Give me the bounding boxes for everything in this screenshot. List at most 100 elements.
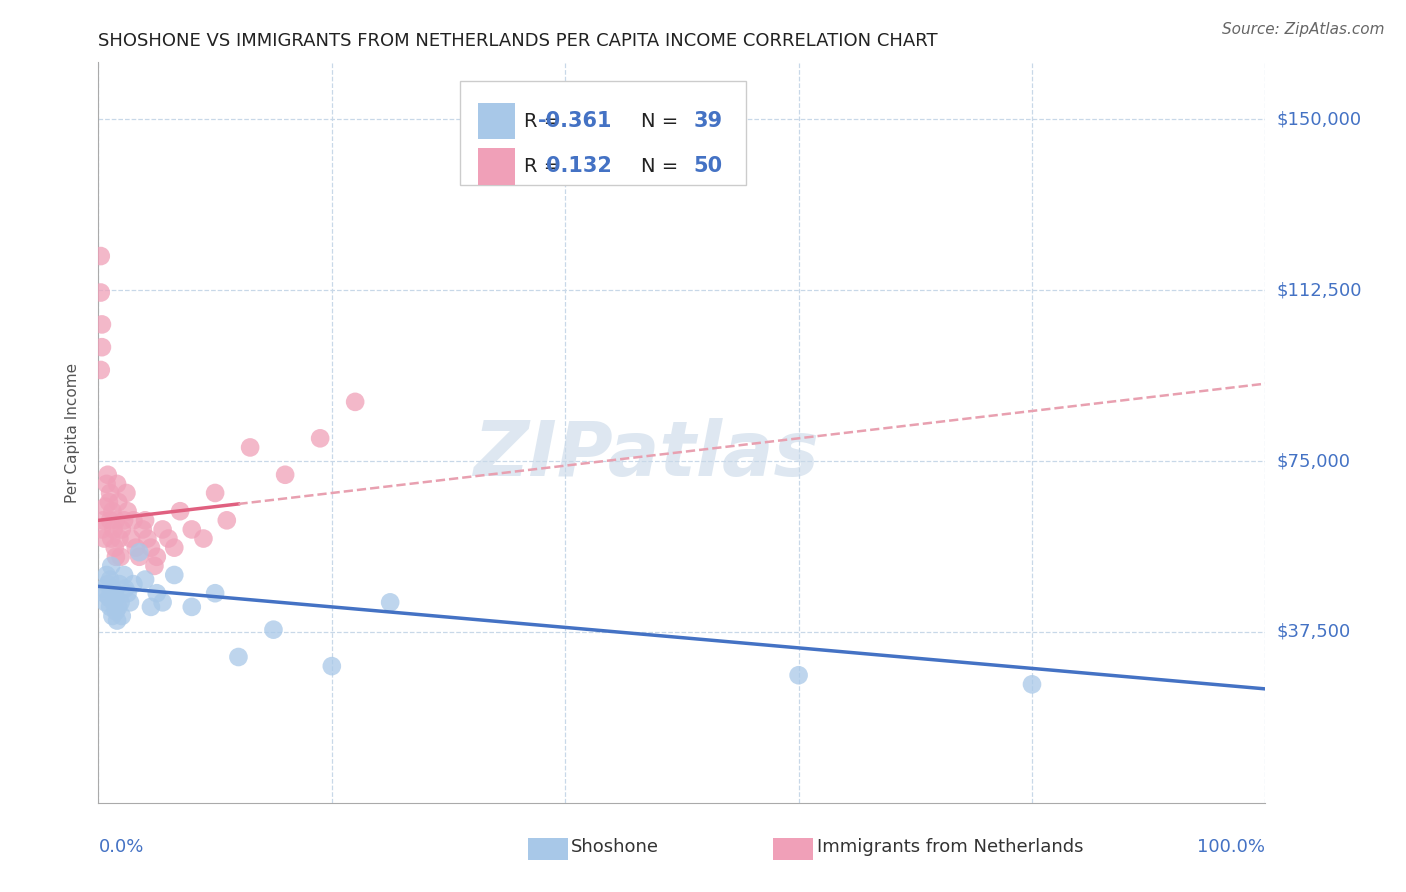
- Point: [321, 659, 343, 673]
- Point: [228, 650, 250, 665]
- Point: [114, 582, 136, 596]
- Point: [105, 614, 128, 628]
- Point: [100, 558, 122, 573]
- Point: [146, 549, 169, 564]
- Point: [180, 523, 202, 537]
- Point: [110, 549, 132, 564]
- Point: [90, 340, 112, 354]
- Point: [105, 476, 128, 491]
- Point: [152, 595, 174, 609]
- Text: SHOSHONE VS IMMIGRANTS FROM NETHERLANDS PER CAPITA INCOME CORRELATION CHART: SHOSHONE VS IMMIGRANTS FROM NETHERLANDS …: [98, 32, 938, 50]
- Point: [96, 476, 118, 491]
- Point: [134, 573, 156, 587]
- Text: 50: 50: [693, 156, 723, 177]
- Point: [101, 504, 124, 518]
- Point: [125, 541, 148, 555]
- Point: [94, 500, 117, 514]
- Point: [93, 586, 115, 600]
- Text: Source: ZipAtlas.com: Source: ZipAtlas.com: [1222, 22, 1385, 37]
- Point: [93, 532, 115, 546]
- Point: [101, 582, 124, 596]
- Text: 0.132: 0.132: [546, 156, 612, 177]
- Point: [97, 495, 120, 509]
- Point: [112, 568, 135, 582]
- Point: [90, 318, 112, 332]
- FancyBboxPatch shape: [527, 838, 568, 860]
- Point: [91, 513, 114, 527]
- Point: [108, 532, 131, 546]
- Point: [204, 586, 226, 600]
- Text: $150,000: $150,000: [1277, 111, 1361, 128]
- Text: -0.361: -0.361: [537, 112, 612, 131]
- Point: [380, 595, 402, 609]
- Point: [90, 285, 112, 300]
- Point: [98, 573, 121, 587]
- Point: [100, 532, 122, 546]
- Text: R =: R =: [524, 112, 561, 131]
- Point: [163, 541, 186, 555]
- Point: [104, 604, 127, 618]
- Point: [122, 513, 145, 527]
- Text: $75,000: $75,000: [1277, 452, 1351, 470]
- Point: [204, 486, 226, 500]
- Point: [136, 532, 159, 546]
- Point: [90, 363, 112, 377]
- Text: ZIPatlas: ZIPatlas: [474, 417, 820, 491]
- Point: [152, 523, 174, 537]
- Point: [787, 668, 810, 682]
- Point: [309, 431, 332, 445]
- Text: $37,500: $37,500: [1277, 623, 1351, 641]
- Point: [98, 599, 121, 614]
- Point: [143, 558, 166, 573]
- Point: [98, 486, 121, 500]
- Point: [262, 623, 284, 637]
- Point: [108, 577, 131, 591]
- Text: N =: N =: [641, 157, 678, 176]
- Point: [274, 467, 297, 482]
- Point: [128, 545, 150, 559]
- Point: [90, 249, 112, 263]
- Point: [101, 609, 124, 624]
- Point: [157, 532, 180, 546]
- Point: [103, 595, 125, 609]
- Point: [215, 513, 238, 527]
- Point: [103, 523, 125, 537]
- Text: 39: 39: [693, 112, 723, 131]
- Text: Shoshone: Shoshone: [571, 838, 659, 856]
- Point: [97, 577, 120, 591]
- Point: [111, 609, 134, 624]
- Point: [107, 495, 129, 509]
- Point: [1021, 677, 1043, 691]
- Text: $112,500: $112,500: [1277, 281, 1362, 299]
- Point: [110, 595, 132, 609]
- Point: [96, 568, 118, 582]
- Point: [180, 599, 202, 614]
- Text: R =: R =: [524, 157, 561, 176]
- Point: [344, 395, 367, 409]
- Point: [120, 532, 142, 546]
- Point: [104, 591, 127, 605]
- Point: [97, 467, 120, 482]
- Point: [122, 577, 145, 591]
- Point: [239, 441, 262, 455]
- Text: N =: N =: [641, 112, 678, 131]
- Point: [104, 586, 127, 600]
- Point: [115, 486, 138, 500]
- Point: [107, 599, 129, 614]
- Point: [118, 595, 141, 609]
- Point: [169, 504, 191, 518]
- Point: [98, 513, 121, 527]
- FancyBboxPatch shape: [478, 148, 515, 185]
- Point: [94, 595, 117, 609]
- FancyBboxPatch shape: [478, 103, 515, 139]
- Text: 0.0%: 0.0%: [98, 838, 143, 855]
- Text: 100.0%: 100.0%: [1198, 838, 1265, 855]
- FancyBboxPatch shape: [460, 81, 747, 185]
- Point: [163, 568, 186, 582]
- Point: [104, 513, 127, 527]
- Point: [91, 582, 114, 596]
- Point: [104, 541, 127, 555]
- Point: [117, 504, 139, 518]
- Point: [193, 532, 215, 546]
- Point: [97, 591, 120, 605]
